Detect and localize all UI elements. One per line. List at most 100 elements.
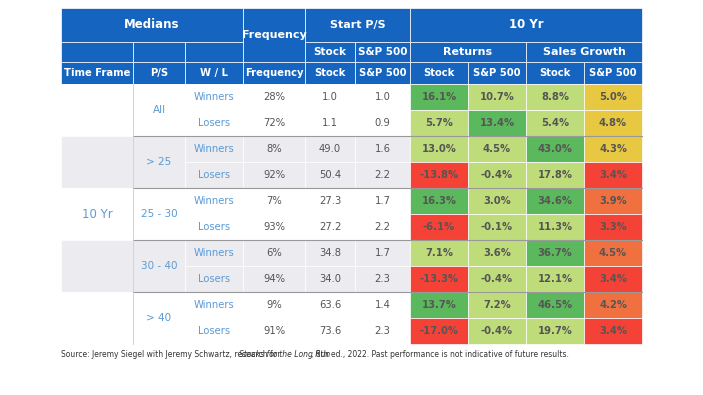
Bar: [305, 136, 355, 162]
Text: 5.0%: 5.0%: [599, 92, 627, 102]
Text: Source: Jeremy Siegel with Jeremy Schwartz, research for: Source: Jeremy Siegel with Jeremy Schwar…: [61, 350, 283, 359]
Text: Losers: Losers: [198, 170, 230, 180]
Bar: [526, 110, 584, 136]
Text: Stock: Stock: [423, 68, 455, 78]
Bar: [355, 162, 410, 188]
Bar: [526, 136, 584, 162]
Text: 8%: 8%: [266, 144, 282, 154]
Text: 16.3%: 16.3%: [422, 196, 456, 206]
Bar: [526, 266, 584, 292]
Bar: [468, 266, 526, 292]
Bar: [133, 62, 185, 84]
Bar: [243, 188, 305, 214]
Bar: [584, 266, 642, 292]
Bar: [526, 214, 584, 240]
Bar: [243, 162, 305, 188]
Bar: [355, 318, 410, 344]
Bar: [61, 84, 133, 136]
Text: 49.0: 49.0: [319, 144, 341, 154]
Text: 46.5%: 46.5%: [537, 300, 572, 310]
Bar: [410, 292, 468, 318]
Bar: [61, 42, 133, 62]
Text: 72%: 72%: [263, 118, 285, 128]
Text: W / L: W / L: [200, 68, 228, 78]
Text: 28%: 28%: [263, 92, 285, 102]
Bar: [584, 240, 642, 266]
Text: 4.3%: 4.3%: [599, 144, 627, 154]
Bar: [355, 214, 410, 240]
Text: 1.4: 1.4: [375, 300, 390, 310]
Bar: [526, 162, 584, 188]
Bar: [185, 84, 243, 110]
Bar: [133, 42, 185, 62]
Text: 2.3: 2.3: [375, 274, 390, 284]
Text: 30 - 40: 30 - 40: [141, 261, 177, 271]
Text: 43.0%: 43.0%: [538, 144, 572, 154]
Bar: [243, 318, 305, 344]
Text: 13.0%: 13.0%: [422, 144, 456, 154]
Bar: [468, 62, 526, 84]
Text: All: All: [153, 105, 166, 115]
Bar: [305, 162, 355, 188]
Text: 6%: 6%: [266, 248, 282, 258]
Bar: [584, 188, 642, 214]
Bar: [526, 62, 584, 84]
Bar: [355, 84, 410, 110]
Bar: [243, 84, 305, 110]
Text: 63.6: 63.6: [319, 300, 341, 310]
Bar: [410, 136, 468, 162]
Text: > 40: > 40: [146, 313, 172, 323]
Bar: [584, 292, 642, 318]
Bar: [305, 110, 355, 136]
Bar: [243, 214, 305, 240]
Bar: [468, 318, 526, 344]
Text: Frequency: Frequency: [242, 30, 307, 40]
Text: 11.3%: 11.3%: [537, 222, 572, 232]
Text: Losers: Losers: [198, 118, 230, 128]
Bar: [61, 188, 133, 240]
Text: Stocks for the Long Run: Stocks for the Long Run: [239, 350, 330, 359]
Bar: [243, 110, 305, 136]
Text: 7.2%: 7.2%: [483, 300, 511, 310]
Text: Stock: Stock: [314, 68, 346, 78]
Text: 7.1%: 7.1%: [425, 248, 453, 258]
Text: 91%: 91%: [263, 326, 285, 336]
Text: Frequency: Frequency: [245, 68, 303, 78]
Text: 10 Yr: 10 Yr: [82, 207, 112, 220]
Bar: [355, 136, 410, 162]
Text: 4.5%: 4.5%: [483, 144, 511, 154]
Bar: [410, 162, 468, 188]
Text: 3.4%: 3.4%: [599, 326, 627, 336]
Bar: [468, 188, 526, 214]
Bar: [305, 42, 355, 62]
Text: Sales Growth: Sales Growth: [543, 47, 626, 57]
Text: 34.8: 34.8: [319, 248, 341, 258]
Text: 5.4%: 5.4%: [541, 118, 569, 128]
Text: 34.0: 34.0: [319, 274, 341, 284]
Text: Winners: Winners: [193, 144, 234, 154]
Bar: [305, 84, 355, 110]
Text: 17.8%: 17.8%: [538, 170, 572, 180]
Bar: [185, 240, 243, 266]
Text: -17.0%: -17.0%: [420, 326, 458, 336]
Bar: [185, 136, 243, 162]
Bar: [526, 240, 584, 266]
Bar: [355, 292, 410, 318]
Text: 3.4%: 3.4%: [599, 170, 627, 180]
Bar: [355, 110, 410, 136]
Text: Winners: Winners: [193, 196, 234, 206]
Text: -0.4%: -0.4%: [481, 274, 513, 284]
Text: Returns: Returns: [444, 47, 493, 57]
Text: 13.4%: 13.4%: [479, 118, 515, 128]
Bar: [185, 62, 243, 84]
Bar: [243, 266, 305, 292]
Bar: [410, 240, 468, 266]
Bar: [61, 292, 133, 344]
Text: S&P 500: S&P 500: [589, 68, 637, 78]
Text: 3.9%: 3.9%: [599, 196, 627, 206]
Text: S&P 500: S&P 500: [358, 47, 407, 57]
Bar: [185, 42, 243, 62]
Text: -0.4%: -0.4%: [481, 170, 513, 180]
Text: 34.6%: 34.6%: [538, 196, 572, 206]
Text: 1.7: 1.7: [375, 196, 390, 206]
